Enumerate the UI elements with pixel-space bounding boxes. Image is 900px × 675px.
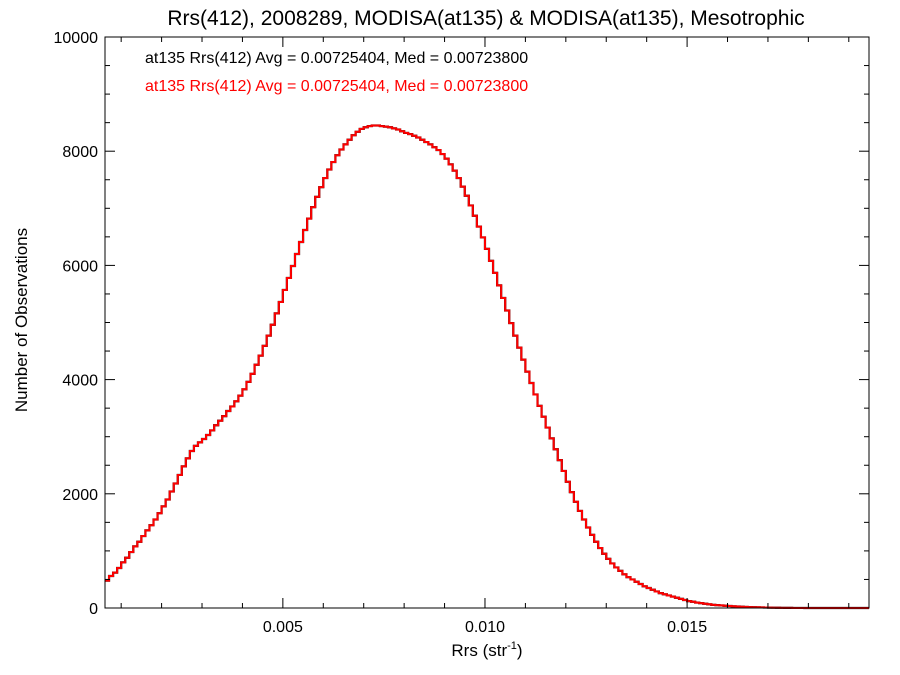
series-line-black [105, 124, 869, 610]
y-tick-label: 4000 [62, 373, 98, 390]
y-tick-label: 2000 [62, 487, 98, 504]
x-axis: 0.005 0.010 0.015 [120, 37, 850, 636]
plot-area [105, 124, 869, 610]
y-tick-label: 8000 [62, 144, 98, 161]
x-tick-label: 0.010 [465, 619, 505, 636]
legend-entry-red: at135 Rrs(412) Avg = 0.00725404, Med = 0… [145, 78, 528, 95]
y-tick-label: 0 [89, 601, 98, 618]
x-tick-label: 0.015 [667, 619, 707, 636]
series-line-red [105, 124, 869, 609]
x-axis-label: Rrs (str-1) [451, 640, 522, 660]
legend: at135 Rrs(412) Avg = 0.00725404, Med = 0… [145, 50, 528, 95]
plot-frame [104, 36, 870, 609]
chart-title: Rrs(412), 2008289, MODISA(at135) & MODIS… [167, 7, 804, 30]
y-axis-label: Number of Observations [12, 228, 31, 412]
legend-entry-black: at135 Rrs(412) Avg = 0.00725404, Med = 0… [145, 50, 528, 67]
y-tick-label: 6000 [62, 258, 98, 275]
y-axis: 0 2000 4000 6000 8000 10000 [54, 30, 869, 618]
x-tick-label: 0.005 [263, 619, 303, 636]
y-tick-label: 10000 [54, 30, 99, 47]
